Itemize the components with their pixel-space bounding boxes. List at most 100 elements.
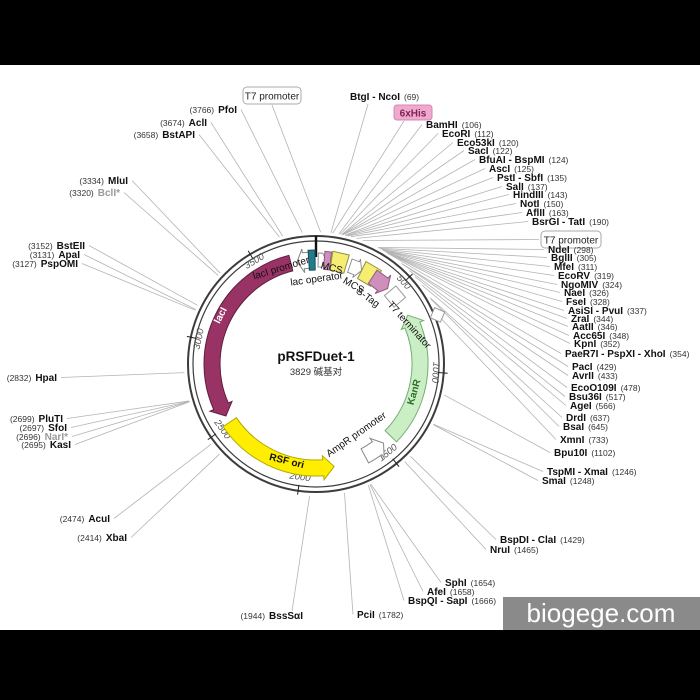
enzyme-label: BglII (305) [551,253,597,264]
enzyme-callout-line [88,245,198,306]
enzyme-callout-line [370,483,442,583]
enzyme-label: (3320) BclI* [69,188,120,199]
enzyme-label: (2832) HpaI [7,373,57,384]
enzyme-label: (1944) BssSαI [240,611,303,622]
enzyme-label: PciI (1782) [357,610,404,621]
enzyme-label: AflII (163) [526,208,569,219]
enzyme-callout-line [409,270,568,388]
enzyme-label: (3658) BstAPI [134,130,196,141]
t7-promoter2-boxed-label: T7 promoter [540,230,602,249]
enzyme-label: Bpu10I (1102) [554,448,615,459]
enzyme-callout-line [410,455,497,540]
enzyme-callout-line [387,252,570,336]
enzyme-callout-line [356,221,529,239]
enzyme-callout-line [210,122,284,237]
enzyme-callout-line [339,133,439,235]
enzyme-callout-line [388,253,562,354]
enzyme-callout-line [66,400,190,419]
enzyme-labels-group: BtgI - NcoI (69) BamHI (106)EcoRI (112)Eco53… [7,92,690,622]
enzyme-label: (2474) AcuI [60,514,110,525]
enzyme-callout-line [348,203,517,237]
enzyme-callout-line [71,401,190,437]
enzyme-label: (2414) XbaI [77,533,127,544]
enzyme-label: SmaI (1248) [542,476,595,487]
t7-promoter1-box [242,86,302,105]
rsf-ori-feature-arrow [222,417,335,482]
enzyme-label: AatII (346) [572,322,618,333]
enzyme-callout-line [344,492,354,615]
enzyme-callout-line [383,250,563,302]
kanR-feature-arrow [384,314,429,443]
enzyme-callout-line [433,423,544,472]
enzyme-callout-line [386,252,568,319]
watermark: biogege.com [503,597,700,630]
diamond-marker [429,307,446,323]
tick-mark [404,273,413,282]
watermark-box [503,597,700,630]
enzyme-label: NdeI (298) [548,245,594,256]
enzyme-callout-line [379,247,548,258]
enzyme-callout-line [198,134,280,238]
enzyme-callout-line [350,212,523,238]
enzyme-callout-line [383,250,561,293]
tick-mark [297,484,300,495]
enzyme-callout-line [381,249,555,276]
enzyme-label: AvrII (433) [572,371,618,382]
enzyme-label: AsiSI - PvuI (337) [568,306,647,317]
enzyme-label: BspQI - SapI (1666) [408,596,496,607]
tick-mark [207,433,217,441]
enzyme-label: MfeI (311) [554,262,597,273]
enzyme-callout-line [70,400,190,428]
plasmid-size: 3829 碱基对 [290,366,343,378]
enzyme-callout-line [341,142,454,235]
enzyme-label: AscI (125) [489,164,534,175]
enzyme-label: HindIII (143) [513,190,568,201]
map-canvas [0,65,700,630]
enzyme-label: NruI (1465) [490,545,539,556]
his-tag-feature-box [322,250,333,271]
enzyme-label: PaeR7I - PspXI - XhoI (354) [565,349,690,360]
enzyme-callout-line [131,180,221,274]
enzyme-callout-line [380,248,551,267]
enzyme-label: NotI (150) [520,199,563,210]
enzyme-callout-line [291,495,311,612]
enzyme-callout-line [404,461,487,550]
enzyme-callout-line [369,484,424,592]
enzyme-label: DrdI (637) [566,413,610,424]
t7-promoter2-box [540,230,602,249]
enzyme-label: SphI (1654) [445,578,495,589]
enzyme-callout-line [346,194,510,237]
t7-promoter1-callout-line [271,104,321,233]
plasmid-title: pRSFDuet-1 [277,349,355,364]
enzyme-label: (2696) NarI* [16,432,68,443]
enzyme-callout-line [342,159,476,236]
mcs2-feature-box [356,260,383,287]
enzyme-label: AfeI (1658) [427,587,475,598]
enzyme-label: XmnI (733) [560,435,608,446]
enzyme-callout-line [240,109,303,233]
enzyme-label: (3766) PfoI [190,105,238,116]
enzyme-callout-line [433,424,539,481]
enzyme-callout-line [430,299,560,427]
enzyme-callout-line [378,247,545,250]
enzyme-label: SalI (137) [506,182,548,193]
enzyme-label: BamHI (106) [426,120,482,131]
enzyme-label: (3334) MluI [79,176,128,187]
enzyme-callout-line [113,443,212,519]
enzyme-callout-line [81,263,196,311]
enzyme-label: EcoRV (319) [558,271,614,282]
enzyme-callout-line [401,263,569,367]
enzyme-callout-line [385,251,565,311]
enzyme-callout-line [344,177,494,236]
enzyme-label: ZraI (344) [571,314,613,325]
his-tag-badge-box [393,104,433,121]
enzyme-label: KpnI (352) [574,339,620,350]
t7-promoter2-callout-line [362,239,540,241]
t7-promoter1-boxed-label: T7 promoter [242,86,302,105]
lac-operator-feature-box [307,249,316,271]
tick-mark [186,335,197,340]
callout-lines-group [60,103,571,615]
mcs1-feature-box [329,250,350,274]
